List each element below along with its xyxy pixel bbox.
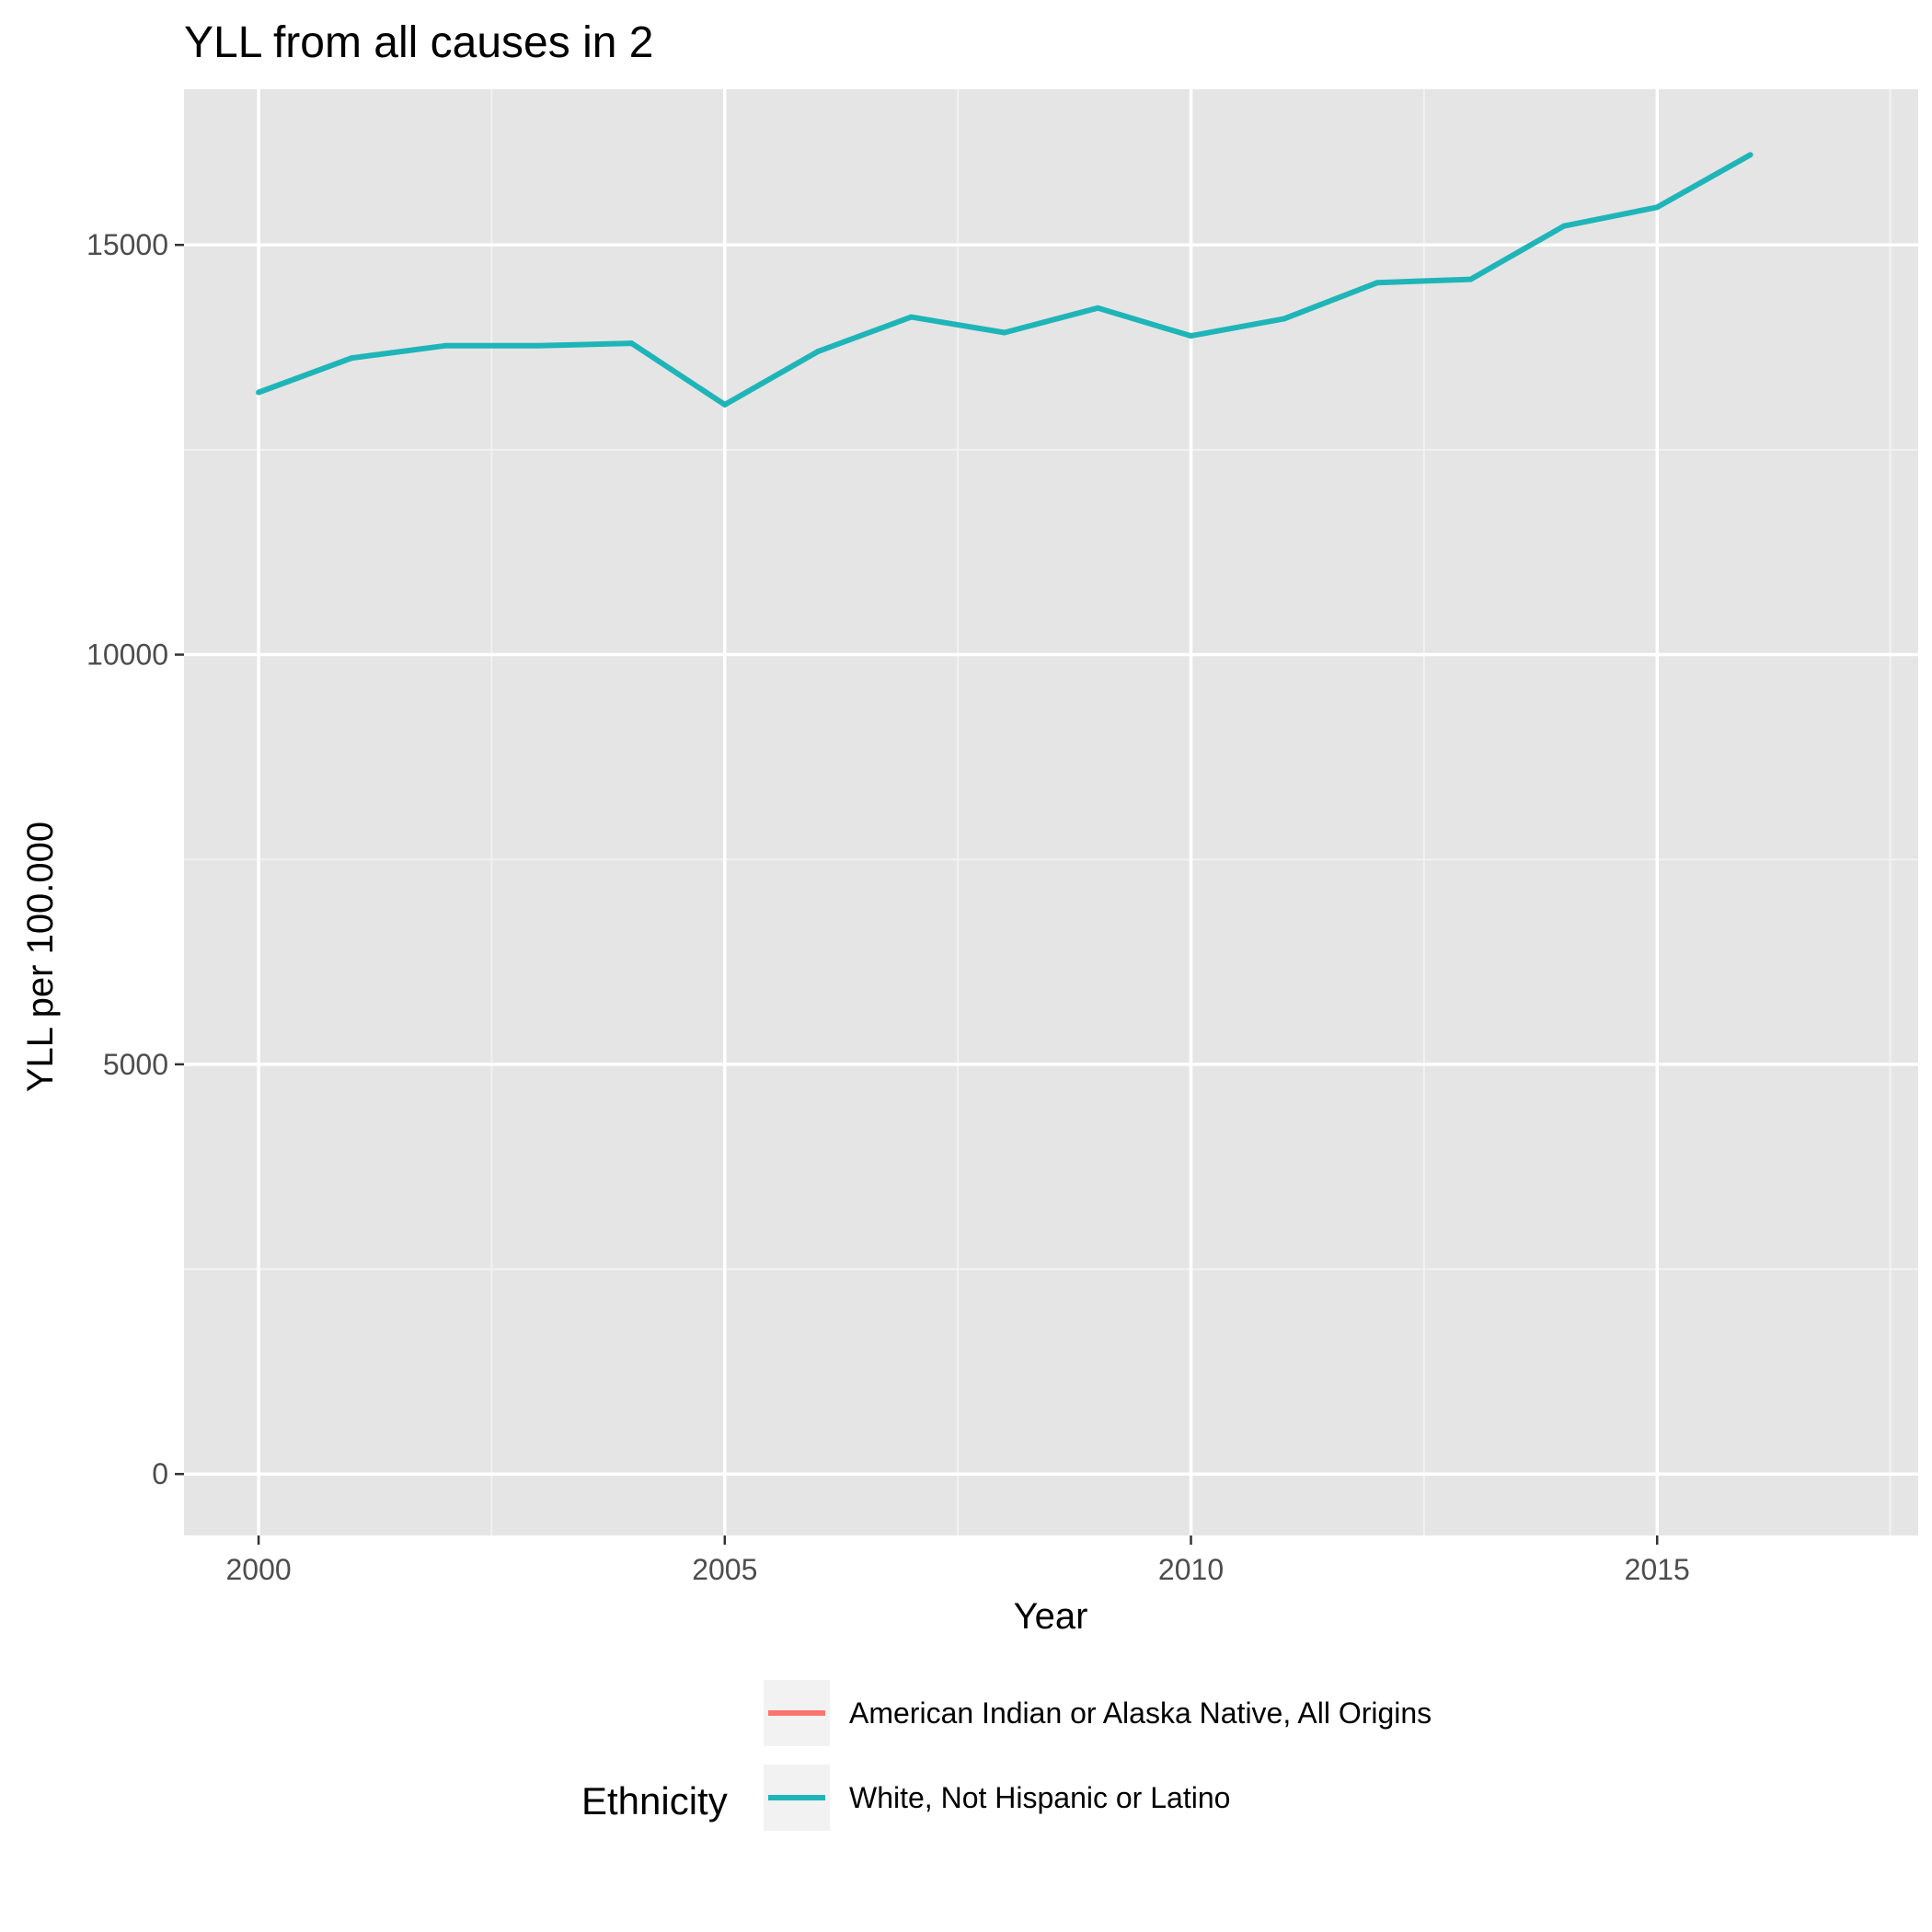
plot-panel: [184, 89, 1918, 1535]
legend-item-white: White, Not Hispanic or Latino: [764, 1765, 1230, 1831]
data-point: [349, 355, 355, 362]
legend-item-american-indian: American Indian or Alaska Native, All Or…: [764, 1680, 1432, 1746]
data-point: [1747, 152, 1754, 158]
data-point: [1001, 329, 1007, 336]
x-tick-label: 2005: [692, 1553, 757, 1586]
series-layer: [256, 152, 1754, 408]
data-point: [628, 340, 635, 347]
x-tick-label: 2000: [225, 1553, 291, 1586]
data-point: [1560, 223, 1567, 229]
data-point: [1467, 276, 1474, 282]
x-tick-label: 2015: [1625, 1553, 1690, 1586]
grid-major: [184, 89, 1918, 1535]
x-axis-title: Year: [1014, 1596, 1088, 1637]
legend: Ethnicity American Indian or Alaska Nati…: [581, 1680, 1432, 1831]
y-axis-title: YLL per 100.000: [20, 822, 61, 1092]
y-tick-label: 15000: [86, 228, 168, 261]
axis-ticks: [175, 243, 1659, 1545]
data-point: [908, 314, 914, 320]
data-point: [1188, 333, 1194, 339]
legend-label-white: White, Not Hispanic or Latino: [849, 1781, 1230, 1814]
data-point: [442, 342, 448, 349]
data-point: [721, 401, 728, 408]
data-point: [1281, 316, 1287, 322]
tick-labels: 2000 2005 2010 2015 0 5000 10000 15000: [86, 228, 1690, 1586]
data-point: [535, 342, 542, 349]
y-tick-label: 0: [152, 1457, 168, 1490]
y-tick-label: 5000: [103, 1048, 168, 1081]
y-tick-label: 10000: [86, 638, 168, 672]
legend-label-american-indian: American Indian or Alaska Native, All Or…: [849, 1696, 1432, 1730]
legend-title: Ethnicity: [581, 1779, 728, 1823]
x-tick-label: 2010: [1158, 1553, 1224, 1586]
grid-minor: [184, 89, 1918, 1535]
chart-title: YLL from all causes in 2: [184, 18, 653, 67]
data-point: [256, 389, 262, 396]
data-point: [815, 349, 822, 355]
data-point: [1374, 280, 1381, 286]
data-point: [1654, 204, 1661, 211]
data-point: [1095, 305, 1101, 311]
